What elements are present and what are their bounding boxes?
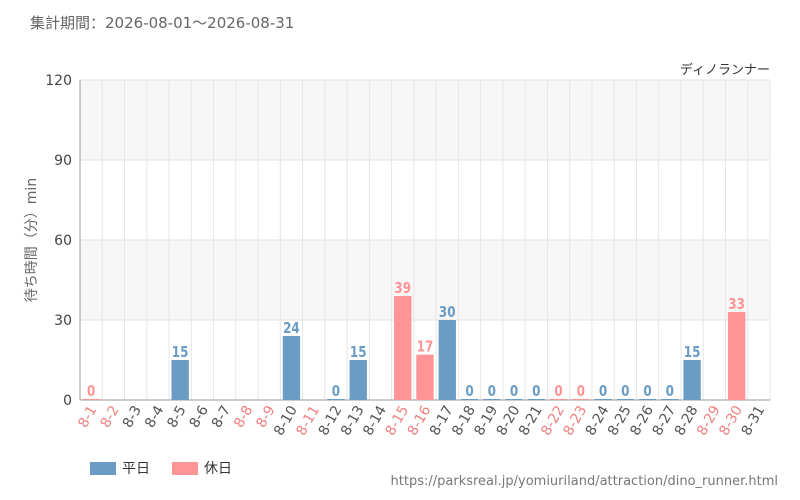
bar-8-21 xyxy=(527,399,545,400)
bar-8-1 xyxy=(82,399,100,400)
bar-8-19 xyxy=(483,399,501,400)
x-tick-label-8-6: 8-6 xyxy=(187,403,212,431)
background-band xyxy=(80,240,770,320)
bar-8-16 xyxy=(416,354,434,400)
bar-8-10 xyxy=(282,336,301,400)
data-label-8-23: 0 xyxy=(577,383,585,401)
chart-title: ディノランナー xyxy=(680,62,770,78)
bar-8-15 xyxy=(394,296,412,400)
x-tick-label-8-31: 8-31 xyxy=(739,403,769,439)
data-label-8-21: 0 xyxy=(532,383,540,401)
data-label-8-1: 0 xyxy=(87,383,95,401)
y-tick-label: 90 xyxy=(54,153,72,169)
legend-swatch-weekday xyxy=(90,461,116,475)
x-tick-label-8-2: 8-2 xyxy=(98,403,123,431)
bar-8-13 xyxy=(349,360,367,400)
data-label-8-19: 0 xyxy=(488,383,496,401)
y-tick-label: 120 xyxy=(45,73,72,89)
x-tick-label-8-8: 8-8 xyxy=(231,403,256,431)
y-tick-label: 60 xyxy=(54,233,72,249)
bar-8-20 xyxy=(505,399,523,400)
x-tick-label-8-4: 8-4 xyxy=(142,403,167,431)
grid-lines xyxy=(79,79,771,401)
x-tick-label-8-1: 8-1 xyxy=(75,403,100,431)
bar-8-25 xyxy=(616,399,635,400)
background-band xyxy=(80,160,770,240)
legend-swatch-holiday xyxy=(172,461,198,475)
background-band xyxy=(80,80,770,160)
data-label-8-22: 0 xyxy=(554,383,562,401)
legend-item-holiday: 休日 xyxy=(172,458,232,478)
data-label-8-12: 0 xyxy=(332,383,340,401)
source-url: https://parksreal.jp/yomiuriland/attract… xyxy=(390,474,778,489)
data-label-8-25: 0 xyxy=(621,383,629,401)
x-tick-labels: 8-18-28-38-48-58-68-78-88-98-108-118-128… xyxy=(75,403,768,439)
y-tick-label: 30 xyxy=(54,313,72,329)
data-label-8-17: 30 xyxy=(439,304,456,322)
data-label-8-24: 0 xyxy=(599,383,607,401)
data-label-8-20: 0 xyxy=(510,383,518,401)
bar-8-22 xyxy=(549,399,568,400)
bar-8-27 xyxy=(661,399,679,400)
bar-8-5 xyxy=(171,360,189,400)
y-tick-label: 0 xyxy=(63,393,72,409)
data-label-8-18: 0 xyxy=(465,383,473,401)
bars xyxy=(82,296,746,400)
data-label-8-28: 15 xyxy=(684,344,701,362)
data-label-8-16: 17 xyxy=(417,338,434,356)
x-tick-label-8-7: 8-7 xyxy=(209,403,234,431)
legend-label-holiday: 休日 xyxy=(204,461,232,477)
bar-8-17 xyxy=(438,320,456,400)
bar-8-24 xyxy=(594,399,612,400)
x-tick-label-8-3: 8-3 xyxy=(120,403,145,431)
y-axis-label: 待ち時間（分）min xyxy=(24,178,40,302)
y-tick-labels: 0 30 60 90 120 xyxy=(45,73,72,409)
period-label: 集計期間：2026-08-01〜2026-08-31 xyxy=(30,14,295,32)
data-label-8-13: 15 xyxy=(350,344,367,362)
background-bands xyxy=(80,80,770,400)
data-label-8-10: 24 xyxy=(283,320,300,338)
data-label-8-5: 15 xyxy=(172,344,189,362)
data-label-8-15: 39 xyxy=(394,280,411,298)
bar-8-30 xyxy=(727,312,746,400)
legend-item-weekday: 平日 xyxy=(90,458,150,478)
bar-8-26 xyxy=(638,399,657,400)
legend: 平日 休日 xyxy=(90,458,232,478)
legend-label-weekday: 平日 xyxy=(122,461,150,477)
bar-8-28 xyxy=(683,360,701,400)
data-label-8-30: 33 xyxy=(728,296,745,314)
bar-8-18 xyxy=(460,399,479,400)
bar-8-23 xyxy=(572,399,590,400)
data-label-8-26: 0 xyxy=(643,383,651,401)
bar-8-12 xyxy=(327,399,345,400)
data-label-8-27: 0 xyxy=(666,383,674,401)
x-tick-label-8-5: 8-5 xyxy=(164,403,189,431)
